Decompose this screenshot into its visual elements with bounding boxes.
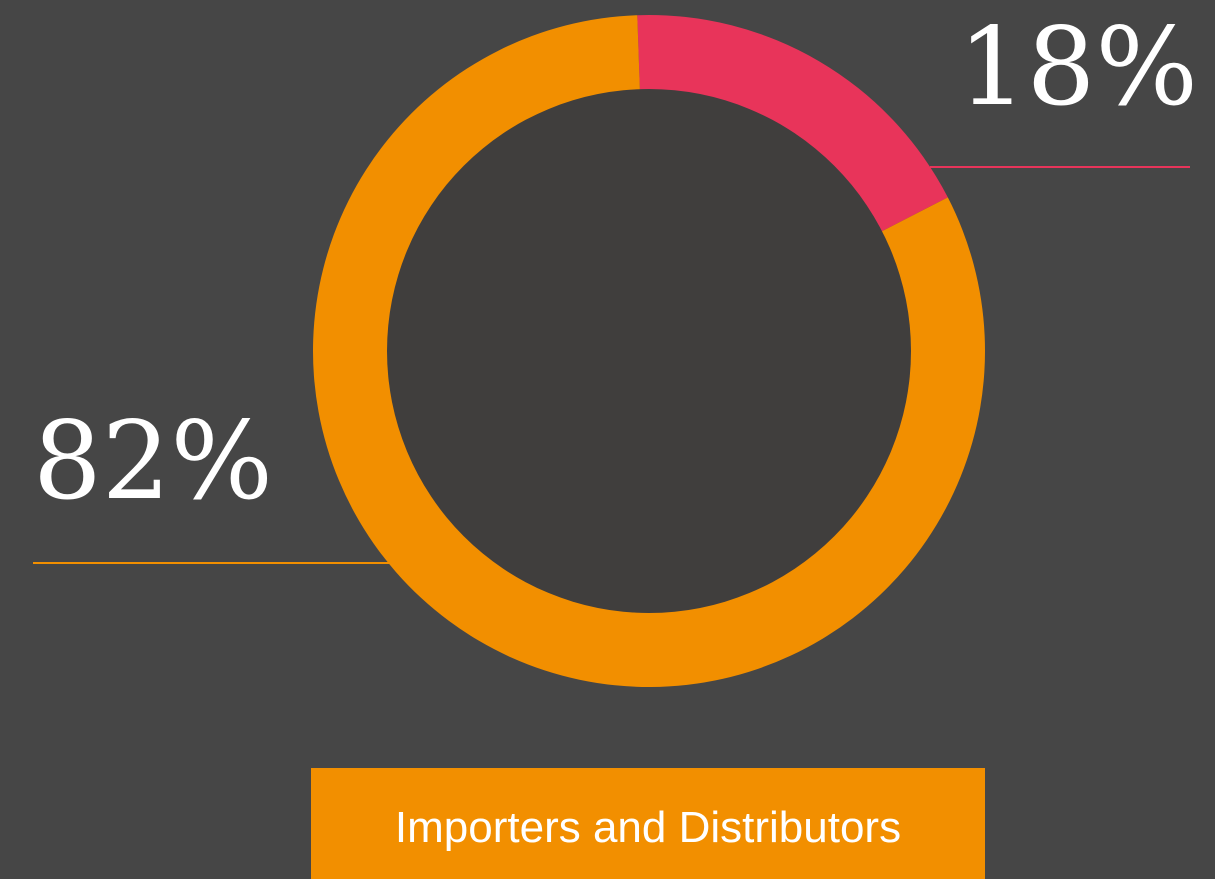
labels: 18% 82%: [33, 5, 1198, 564]
value-label: 82%: [33, 399, 273, 524]
value-label: 18%: [958, 5, 1198, 130]
button-background[interactable]: [311, 768, 985, 879]
button[interactable]: Importers and Distributors: [311, 768, 985, 879]
donut-hole: [387, 89, 911, 613]
button-label[interactable]: Importers and Distributors: [395, 803, 901, 852]
